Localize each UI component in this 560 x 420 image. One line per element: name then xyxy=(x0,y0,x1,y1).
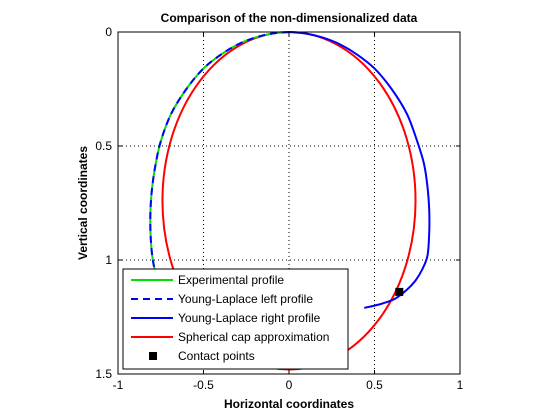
y-tick-label: 1 xyxy=(105,253,112,267)
chart-title: Comparison of the non-dimensionalized da… xyxy=(161,11,418,25)
legend-label-young-laplace-left-profile: Young-Laplace left profile xyxy=(178,292,313,306)
x-tick-label: 0.5 xyxy=(366,378,383,392)
legend: Experimental profile Young-Laplace left p… xyxy=(122,268,349,370)
legend-label-young-laplace-right-profile: Young-Laplace right profile xyxy=(178,311,321,325)
legend-label-spherical-cap-approximation: Spherical cap approximation xyxy=(178,330,329,344)
young-laplace-left-profile-line xyxy=(149,31,290,309)
y-tick-label: 0 xyxy=(105,25,112,39)
x-tick-label: -0.5 xyxy=(193,378,214,392)
axis-ticks: -1 -0.5 0 0.5 1 0 0.5 1 1.5 xyxy=(95,25,463,392)
y-tick-label: 0.5 xyxy=(95,139,112,153)
young-laplace-right-profile-line xyxy=(288,31,431,309)
y-axis-label: Vertical coordinates xyxy=(76,146,90,260)
legend-swatch-contact-points xyxy=(149,352,157,360)
y-tick-label: 1.5 xyxy=(95,367,112,381)
legend-label-contact-points: Contact points xyxy=(178,349,255,363)
legend-label-experimental-profile: Experimental profile xyxy=(178,273,284,287)
experimental-profile-line xyxy=(149,31,290,309)
x-axis-label: Horizontal coordinates xyxy=(224,397,354,411)
x-tick-label: 0 xyxy=(286,378,293,392)
x-tick-label: 1 xyxy=(457,378,464,392)
contact-point-marker xyxy=(395,287,404,296)
x-tick-label: -1 xyxy=(113,378,124,392)
